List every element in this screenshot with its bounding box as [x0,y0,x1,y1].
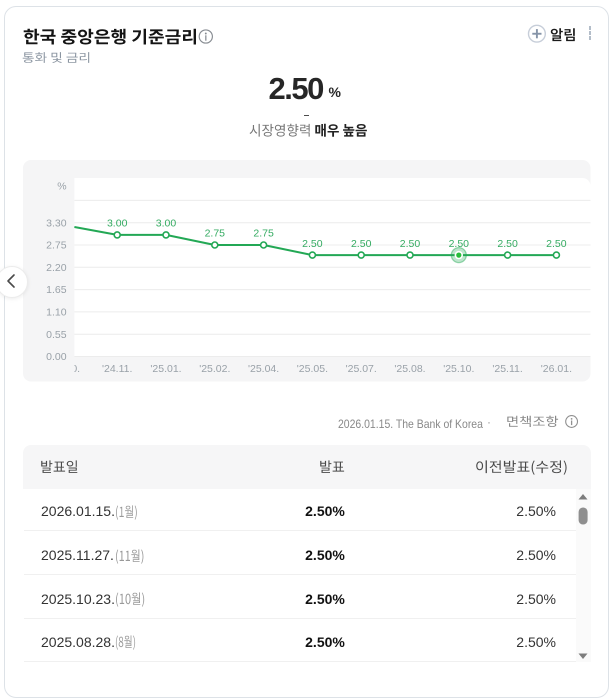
svg-text:2.75: 2.75 [205,227,226,239]
svg-text:'25.04.: '25.04. [248,362,279,374]
svg-text:2.50: 2.50 [400,237,421,249]
svg-text:2.50: 2.50 [449,237,470,249]
svg-text:0.55: 0.55 [46,328,67,340]
svg-text:'24.11.: '24.11. [102,362,132,374]
svg-text:2.20: 2.20 [46,261,67,273]
svg-text:'25.10.: '25.10. [443,362,474,374]
svg-text:2.50: 2.50 [546,237,567,249]
svg-text:'25.08.: '25.08. [394,362,425,374]
svg-text:'26.01.: '26.01. [541,362,572,374]
svg-text:1.65: 1.65 [46,284,67,296]
svg-text:'25.02.: '25.02. [199,362,230,374]
svg-text:2.50: 2.50 [351,237,372,249]
svg-text:'25.05.: '25.05. [297,362,328,374]
svg-text:'24.10.: '24.10. [49,362,80,374]
svg-text:1.10: 1.10 [46,306,67,318]
svg-text:%: % [57,180,66,192]
svg-text:2.75: 2.75 [46,239,67,251]
svg-text:'25.07.: '25.07. [346,362,377,374]
svg-text:0.00: 0.00 [46,351,67,363]
svg-text:'25.11.: '25.11. [492,362,522,374]
svg-text:'25.01.: '25.01. [150,362,181,374]
svg-text:3.30: 3.30 [46,217,67,229]
svg-text:3.00: 3.00 [156,217,177,229]
svg-text:2.50: 2.50 [497,237,518,249]
svg-text:2.75: 2.75 [253,227,274,239]
svg-text:2.50: 2.50 [302,237,323,249]
svg-text:3.00: 3.00 [107,217,128,229]
